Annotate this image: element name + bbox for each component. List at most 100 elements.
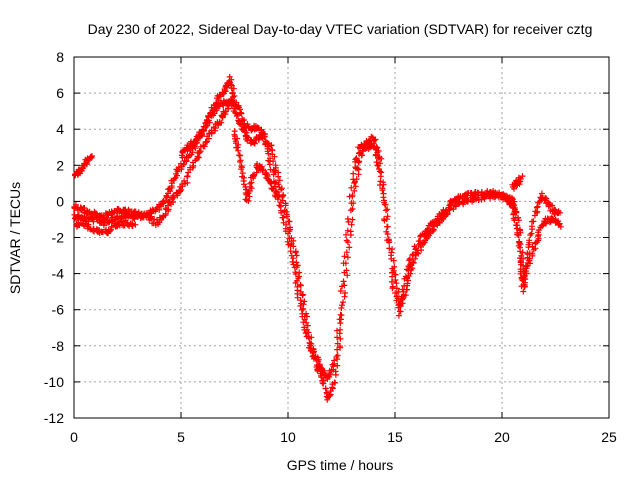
x-tick-label: 25 xyxy=(601,429,617,445)
y-tick-label: 8 xyxy=(56,49,64,65)
data-point xyxy=(292,271,299,277)
data-point xyxy=(132,221,139,228)
data-point xyxy=(344,227,351,234)
y-tick-label: 6 xyxy=(56,85,64,101)
data-point xyxy=(169,180,175,187)
data-point xyxy=(343,237,350,244)
data-point xyxy=(186,143,193,150)
data-point xyxy=(275,173,282,180)
data-point xyxy=(352,164,359,171)
data-point xyxy=(343,231,349,238)
data-point xyxy=(383,228,390,235)
data-point xyxy=(221,87,228,94)
data-point xyxy=(384,213,391,220)
data-point xyxy=(522,263,529,270)
data-point xyxy=(185,153,192,160)
data-point xyxy=(285,230,291,237)
data-point xyxy=(203,139,209,146)
data-point xyxy=(532,208,539,215)
data-point xyxy=(378,155,385,162)
data-point xyxy=(380,194,387,201)
data-point xyxy=(261,133,268,140)
data-point xyxy=(318,374,325,381)
data-point xyxy=(285,241,292,248)
data-point xyxy=(331,357,338,364)
data-point xyxy=(295,275,302,282)
data-point xyxy=(413,245,420,252)
data-point xyxy=(158,216,165,223)
data-point xyxy=(356,150,363,157)
data-point xyxy=(514,231,521,238)
data-point xyxy=(235,147,242,154)
data-point xyxy=(336,316,343,323)
data-point xyxy=(285,218,292,225)
data-point xyxy=(324,396,331,403)
data-point xyxy=(346,193,353,200)
data-point xyxy=(453,202,459,209)
data-point xyxy=(246,193,253,200)
data-point xyxy=(557,223,564,230)
y-tick-label: -12 xyxy=(44,410,64,426)
data-point xyxy=(87,153,94,160)
data-point xyxy=(522,276,529,282)
data-point xyxy=(234,144,241,151)
data-point xyxy=(343,249,350,256)
data-point xyxy=(340,260,347,267)
data-point xyxy=(524,250,531,257)
y-axis-title: SDTVAR / TECUs xyxy=(7,182,23,294)
data-point xyxy=(348,184,355,191)
data-point xyxy=(407,255,413,262)
data-point xyxy=(412,246,419,253)
data-point xyxy=(174,192,181,199)
data-point xyxy=(227,81,234,88)
data-point xyxy=(383,207,389,214)
data-point xyxy=(353,165,359,172)
data-point xyxy=(139,213,146,220)
data-point xyxy=(222,108,229,115)
data-point xyxy=(238,166,245,173)
data-point xyxy=(351,180,358,186)
data-point xyxy=(89,153,95,159)
data-point xyxy=(339,283,345,290)
data-point xyxy=(311,348,317,355)
data-point xyxy=(389,273,396,280)
data-point xyxy=(284,238,291,245)
data-point xyxy=(397,308,404,315)
data-point xyxy=(299,292,306,299)
data-point xyxy=(337,288,344,294)
data-point xyxy=(208,129,215,136)
data-point xyxy=(376,166,382,172)
data-point xyxy=(348,200,355,207)
data-point xyxy=(375,162,382,169)
data-point xyxy=(521,282,528,288)
data-point xyxy=(341,269,348,276)
data-point xyxy=(401,282,408,289)
data-point xyxy=(347,228,354,235)
data-point xyxy=(409,252,416,259)
data-point xyxy=(526,237,533,244)
data-point xyxy=(337,335,344,342)
data-point xyxy=(353,155,360,162)
data-point xyxy=(399,286,406,293)
data-point xyxy=(532,240,539,247)
data-point xyxy=(513,209,520,216)
data-point xyxy=(393,297,400,304)
chart-title: Day 230 of 2022, Sidereal Day-to-day VTE… xyxy=(88,21,593,37)
data-point xyxy=(392,290,399,296)
y-tick-labels: -12 -10 -8 -6 -4 -2 0 2 4 6 8 xyxy=(44,49,64,426)
data-point xyxy=(333,353,340,360)
x-tick-label: 15 xyxy=(387,429,403,445)
data-point xyxy=(271,153,278,160)
y-tick-label: 4 xyxy=(56,121,64,137)
data-point xyxy=(517,244,523,251)
x-tick-label: 0 xyxy=(70,429,78,445)
data-point xyxy=(147,215,154,222)
y-tick-label: -4 xyxy=(52,266,65,282)
data-point xyxy=(351,187,358,194)
data-point xyxy=(443,207,450,214)
data-point xyxy=(397,298,404,305)
data-point xyxy=(375,155,381,162)
data-point xyxy=(392,277,399,283)
data-point xyxy=(106,228,113,235)
data-point xyxy=(392,271,399,278)
